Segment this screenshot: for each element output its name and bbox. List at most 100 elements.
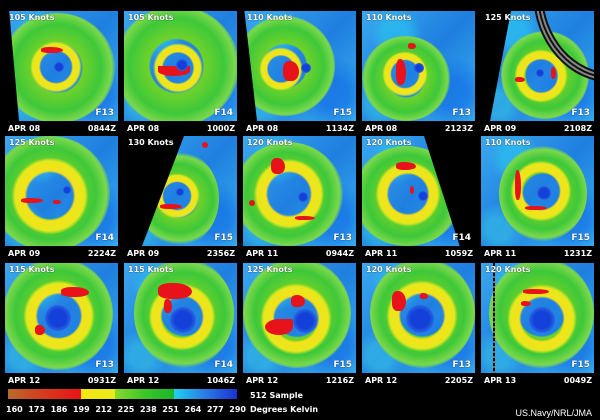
- panel-2: 105 Knots F14 APR 08 1000Z: [124, 11, 237, 135]
- storm-image: 110 Knots F15: [243, 11, 356, 121]
- tick-label: 199: [72, 405, 90, 414]
- satellite-label: F14: [214, 360, 233, 370]
- panel-8: 120 Knots F13 APR 11 0944Z: [243, 136, 356, 260]
- tick-label: 186: [50, 405, 68, 414]
- coastline-track: [493, 263, 495, 373]
- panel-15: 120 Knots F15 APR 13 0049Z: [481, 263, 594, 387]
- panel-10: 110 Knots F15 APR 11 1231Z: [481, 136, 594, 260]
- satellite-label: F13: [333, 233, 352, 243]
- tick-label: 173: [28, 405, 46, 414]
- storm-image: 110 Knots F13: [362, 11, 475, 121]
- panel-4: 110 Knots F13 APR 08 2123Z: [362, 11, 475, 135]
- wind-speed-label: 125 Knots: [9, 138, 55, 147]
- wind-speed-label: 105 Knots: [9, 13, 55, 22]
- wind-speed-label: 120 Knots: [366, 265, 412, 274]
- time-label: 0944Z: [325, 249, 354, 258]
- tick-label: 264: [184, 405, 202, 414]
- satellite-label: F13: [452, 108, 471, 118]
- wind-speed-label: 110 Knots: [366, 13, 412, 22]
- panel-6: 125 Knots F14 APR 09 2224Z: [5, 136, 118, 260]
- panel-12: 115 Knots F14 APR 12 1046Z: [124, 263, 237, 387]
- tick-label: 212: [95, 405, 113, 414]
- date-label: APR 09: [127, 249, 160, 258]
- time-label: 1059Z: [444, 249, 473, 258]
- scale-tick-labels: 160 173 186 199 212 225 238 251 264 277 …: [6, 405, 246, 414]
- wind-speed-label: 110 Knots: [485, 138, 531, 147]
- time-label: 2123Z: [444, 124, 473, 133]
- time-label: 0049Z: [563, 376, 592, 385]
- time-label: 1046Z: [206, 376, 235, 385]
- panel-13: 125 Knots F15 APR 12 1216Z: [243, 263, 356, 387]
- storm-image: 115 Knots F13: [5, 263, 118, 373]
- time-label: 0844Z: [87, 124, 116, 133]
- units-label: Degrees Kelvin: [250, 405, 319, 414]
- image-credit: US.Navy/NRL/JMA: [515, 408, 592, 418]
- date-label: APR 12: [246, 376, 279, 385]
- date-label: APR 12: [127, 376, 160, 385]
- storm-image: 120 Knots F14: [362, 136, 475, 246]
- time-label: 2108Z: [563, 124, 592, 133]
- temperature-color-scale: [8, 389, 237, 399]
- panel-11: 115 Knots F13 APR 12 0931Z: [5, 263, 118, 387]
- satellite-label: F15: [571, 233, 590, 243]
- tick-label: 290: [229, 405, 246, 414]
- date-label: APR 08: [246, 124, 279, 133]
- satellite-label: F15: [214, 233, 233, 243]
- time-label: 2224Z: [87, 249, 116, 258]
- time-label: 1231Z: [563, 249, 592, 258]
- wind-speed-label: 115 Knots: [9, 265, 55, 274]
- date-label: APR 12: [365, 376, 398, 385]
- panel-5: 125 Knots F13 APR 09 2108Z: [481, 11, 594, 135]
- date-label: APR 08: [8, 124, 41, 133]
- satellite-label: F14: [95, 233, 114, 243]
- wind-speed-label: 120 Knots: [247, 138, 293, 147]
- tick-label: 277: [206, 405, 224, 414]
- panel-1: 105 Knots F13 APR 08 0844Z: [5, 11, 118, 135]
- storm-image: 125 Knots F15: [243, 263, 356, 373]
- panel-14: 120 Knots F13 APR 12 2205Z: [362, 263, 475, 387]
- satellite-label: F15: [333, 108, 352, 118]
- wind-speed-label: 120 Knots: [485, 265, 531, 274]
- panel-3: 110 Knots F15 APR 08 1134Z: [243, 11, 356, 135]
- storm-image: 115 Knots F14: [124, 263, 237, 373]
- storm-image: 125 Knots F14: [5, 136, 118, 246]
- storm-image: 125 Knots F13: [481, 11, 594, 121]
- tick-label: 225: [117, 405, 135, 414]
- tick-label: 160: [6, 405, 23, 414]
- time-label: 0931Z: [87, 376, 116, 385]
- storm-image: 120 Knots F13: [243, 136, 356, 246]
- date-label: APR 13: [484, 376, 517, 385]
- sample-label: 512 Sample: [250, 391, 303, 400]
- storm-image: 105 Knots F14: [124, 11, 237, 121]
- time-label: 1134Z: [325, 124, 354, 133]
- wind-speed-label: 120 Knots: [366, 138, 412, 147]
- satellite-label: F13: [452, 360, 471, 370]
- satellite-label: F14: [452, 233, 471, 243]
- date-label: APR 11: [365, 249, 398, 258]
- storm-image: 105 Knots F13: [5, 11, 118, 121]
- date-label: APR 12: [8, 376, 41, 385]
- date-label: APR 11: [246, 249, 279, 258]
- date-label: APR 08: [365, 124, 398, 133]
- tick-label: 251: [162, 405, 179, 414]
- satellite-label: F15: [333, 360, 352, 370]
- date-label: APR 09: [8, 249, 41, 258]
- date-label: APR 08: [127, 124, 160, 133]
- satellite-label: F13: [95, 360, 114, 370]
- wind-speed-label: 115 Knots: [128, 265, 174, 274]
- satellite-image-grid: 105 Knots F13 APR 08 0844Z 105 Knots F14…: [5, 11, 594, 385]
- date-label: APR 09: [484, 124, 517, 133]
- date-label: APR 11: [484, 249, 517, 258]
- wind-speed-label: 105 Knots: [128, 13, 174, 22]
- storm-image: 120 Knots F13: [362, 263, 475, 373]
- wind-speed-label: 125 Knots: [485, 13, 531, 22]
- time-label: 1216Z: [325, 376, 354, 385]
- wind-speed-label: 110 Knots: [247, 13, 293, 22]
- satellite-label: F13: [571, 108, 590, 118]
- storm-image: 130 Knots F15: [124, 136, 237, 246]
- panel-9: 120 Knots F14 APR 11 1059Z: [362, 136, 475, 260]
- tick-label: 238: [139, 405, 157, 414]
- satellite-label: F13: [95, 108, 114, 118]
- time-label: 1000Z: [206, 124, 235, 133]
- storm-image: 120 Knots F15: [481, 263, 594, 373]
